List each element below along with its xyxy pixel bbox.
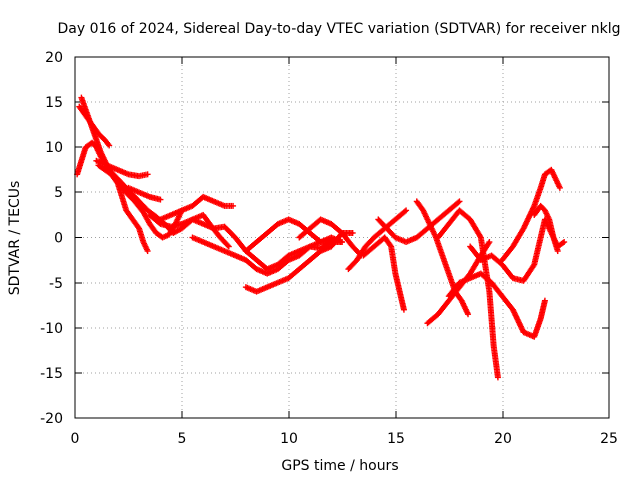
- data-points: [74, 94, 568, 381]
- y-tick-label-0: 0: [54, 231, 63, 247]
- series-arc-16: [375, 198, 463, 246]
- plot-frame: [74, 56, 610, 419]
- y-tick-label-neg10: -10: [40, 321, 63, 337]
- data-point-marker: [400, 306, 407, 313]
- x-tick-label-25: 25: [600, 431, 618, 447]
- y-tick-label-neg20: -20: [40, 411, 63, 427]
- data-point-marker: [559, 239, 566, 246]
- x-tick-label-20: 20: [494, 431, 512, 447]
- series-arc-15: [360, 234, 407, 313]
- y-axis-label: SDTVAR / TECUs: [7, 181, 23, 296]
- chart-title: Day 016 of 2024, Sidereal Day-to-day VTE…: [58, 21, 621, 37]
- data-point-marker: [401, 208, 408, 215]
- data-point-marker: [144, 171, 151, 178]
- series-arc-23: [531, 202, 561, 255]
- data-point-marker: [106, 142, 113, 149]
- grid-lines: [75, 57, 609, 418]
- x-tick-labels: 0 5 10 15 20 25: [71, 431, 618, 447]
- x-tick-label-15: 15: [387, 431, 405, 447]
- data-point-marker: [494, 374, 501, 381]
- data-point-marker: [387, 242, 394, 249]
- data-point-marker: [455, 199, 462, 206]
- series-arc-20: [445, 270, 548, 340]
- data-point-marker: [349, 229, 356, 236]
- data-point-marker: [339, 239, 345, 246]
- y-tick-label-15: 15: [45, 95, 63, 111]
- x-tick-label-5: 5: [178, 431, 187, 447]
- y-tick-label-5: 5: [54, 185, 63, 201]
- data-point-marker: [157, 196, 164, 203]
- data-point-marker: [144, 248, 151, 255]
- data-point-marker: [224, 242, 231, 249]
- y-tick-label-neg5: -5: [49, 276, 63, 292]
- data-point-marker: [541, 297, 548, 304]
- data-point-marker: [465, 311, 472, 318]
- series-arc-19: [435, 207, 501, 381]
- y-tick-label-10: 10: [45, 140, 63, 156]
- y-tick-label-20: 20: [45, 50, 63, 66]
- x-axis-label: GPS time / hours: [281, 458, 398, 474]
- data-point-marker: [556, 184, 563, 191]
- series-arc-7: [125, 184, 164, 203]
- y-tick-labels: -20 -15 -10 -5 0 5 10 15 20: [40, 50, 63, 427]
- series-arc-10: [189, 234, 335, 277]
- data-point-marker: [403, 207, 410, 214]
- x-tick-label-0: 0: [71, 431, 80, 447]
- data-point-marker: [456, 198, 463, 205]
- data-point-marker: [230, 202, 237, 209]
- data-point-marker: [225, 243, 232, 250]
- series-arc-14: [345, 207, 410, 273]
- series-arc-11: [242, 216, 345, 255]
- series-arc-13: [242, 229, 356, 295]
- series-arc-8: [157, 193, 237, 223]
- x-tick-label-10: 10: [280, 431, 298, 447]
- series-arc-22: [499, 166, 563, 264]
- y-tick-label-neg15: -15: [40, 366, 63, 382]
- data-point-marker: [486, 239, 493, 246]
- data-point-marker: [554, 248, 561, 255]
- data-point-marker: [561, 239, 568, 246]
